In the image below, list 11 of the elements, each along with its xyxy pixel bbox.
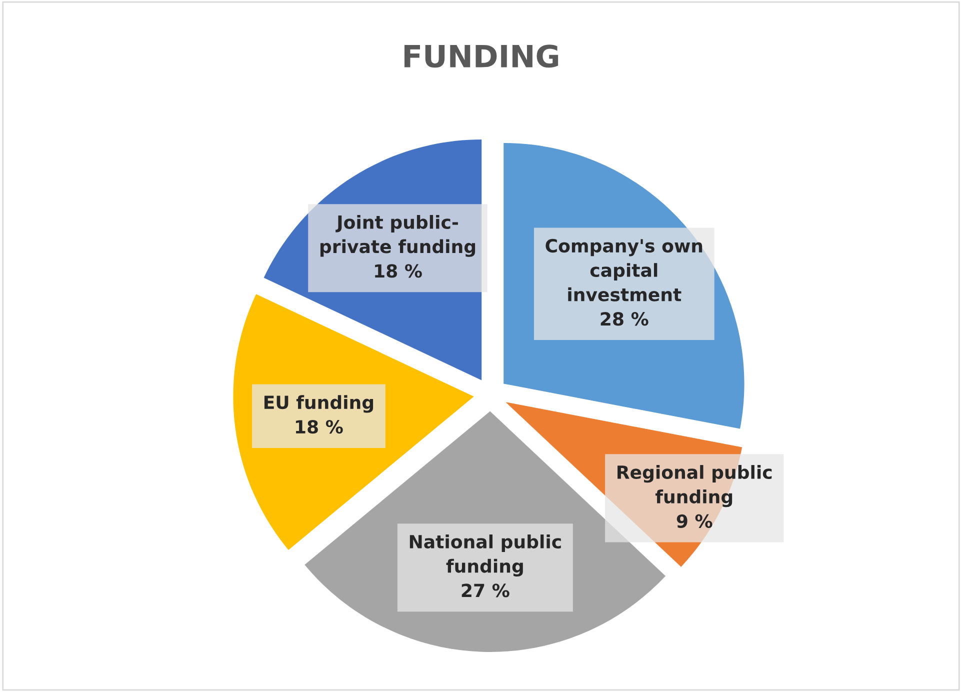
data-label: 18 % — [375, 264, 422, 278]
data-label: 28 % — [600, 312, 648, 326]
data-label: 27 % — [462, 584, 510, 598]
slice-label: EU funding — [264, 395, 374, 413]
data-label: 18 % — [296, 420, 343, 434]
slice-label: National public funding — [410, 534, 561, 576]
data-label: 9 % — [676, 514, 712, 528]
chart-title: FUNDING — [404, 44, 558, 68]
slice-label: Joint public- private funding — [320, 214, 476, 257]
slice-label: Regional public funding — [618, 465, 772, 508]
slice-label: Company's own capital investment — [546, 238, 702, 302]
